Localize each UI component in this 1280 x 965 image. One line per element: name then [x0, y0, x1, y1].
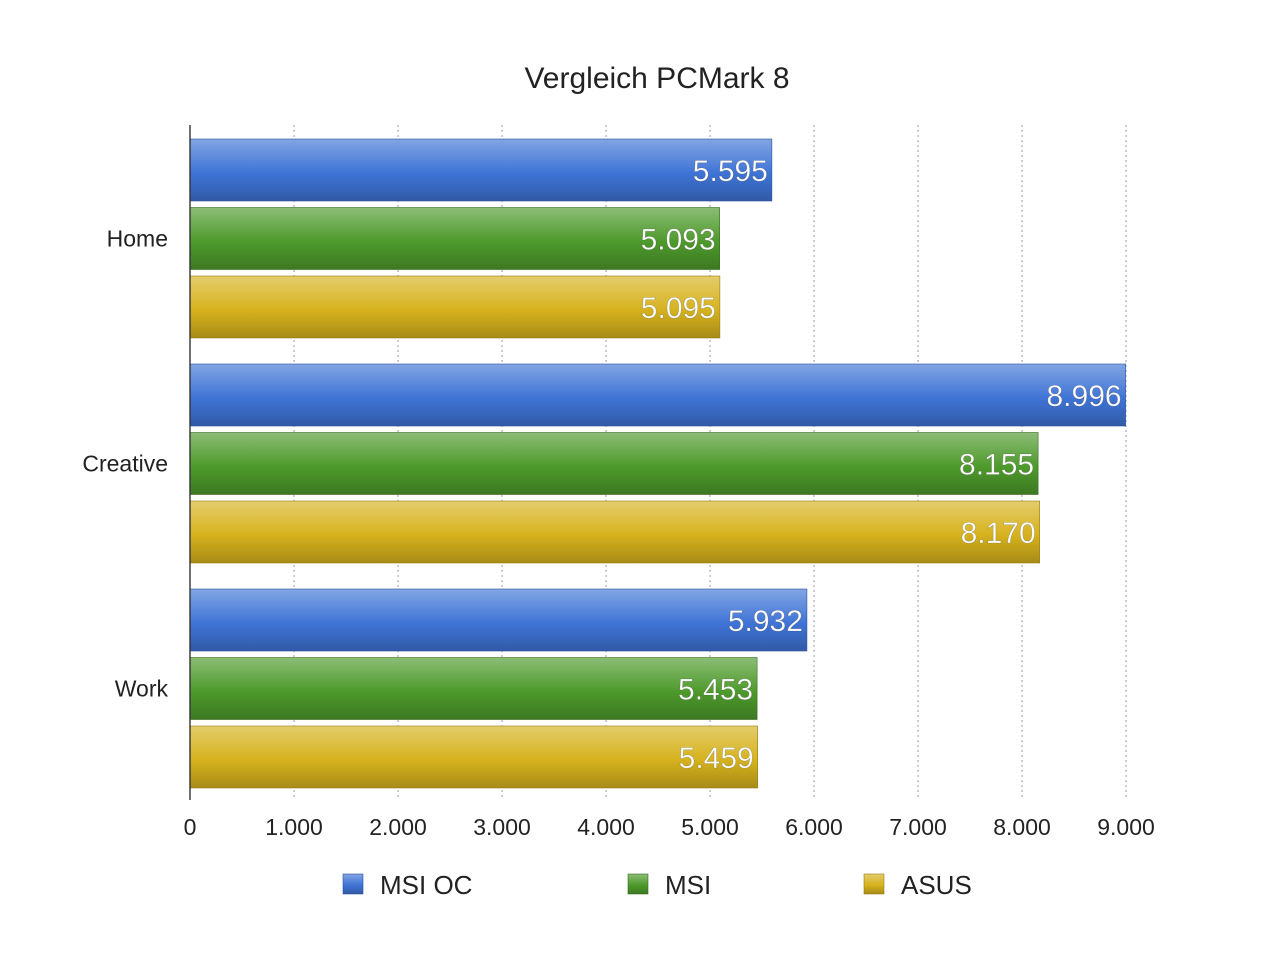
x-tick-label: 8.000 — [993, 814, 1051, 840]
legend: MSI OC MSI ASUS — [342, 870, 972, 900]
legend-swatch — [342, 873, 364, 895]
data-label: 8.155 — [959, 449, 1034, 482]
bar — [189, 588, 808, 652]
x-tick-label: 7.000 — [889, 814, 947, 840]
legend-label: ASUS — [901, 870, 972, 900]
data-label: 5.095 — [641, 292, 716, 325]
legend-label: MSI OC — [380, 870, 472, 900]
legend-label: MSI — [665, 870, 711, 900]
x-tick-label: 3.000 — [473, 814, 531, 840]
y-category-label: Creative — [82, 451, 168, 477]
bar — [189, 207, 720, 270]
y-category-label: Home — [107, 226, 168, 252]
x-tick-label: 9.000 — [1097, 814, 1155, 840]
data-label: 8.170 — [961, 517, 1036, 550]
bar — [189, 432, 1039, 495]
axes: 0 1.000 2.000 3.000 4.000 5.000 6.000 7.000 8.00… — [82, 125, 1155, 840]
bar — [189, 725, 759, 789]
data-label: 8.996 — [1047, 380, 1122, 413]
data-label: 5.453 — [678, 674, 753, 707]
legend-swatch — [627, 873, 649, 895]
x-tick-label: 5.000 — [681, 814, 739, 840]
chart-title: Vergleich PCMark 8 — [524, 62, 789, 95]
data-label: 5.932 — [728, 605, 803, 638]
x-tick-label: 1.000 — [265, 814, 323, 840]
bar — [189, 500, 1040, 564]
data-label: 5.093 — [641, 224, 716, 257]
legend-swatch — [863, 873, 885, 895]
bar — [189, 657, 758, 720]
bars: 5.595 5.093 5.095 8.996 8.155 8.170 5.932 5.453… — [189, 138, 1126, 789]
x-tick-label: 6.000 — [785, 814, 843, 840]
y-category-label: Work — [115, 676, 169, 702]
bar — [189, 138, 773, 202]
x-tick-label: 0 — [184, 814, 197, 840]
bar — [189, 363, 1126, 427]
data-label: 5.595 — [693, 155, 768, 188]
data-label: 5.459 — [679, 742, 754, 775]
x-tick-label: 4.000 — [577, 814, 635, 840]
x-tick-label: 2.000 — [369, 814, 427, 840]
bar — [189, 275, 721, 339]
